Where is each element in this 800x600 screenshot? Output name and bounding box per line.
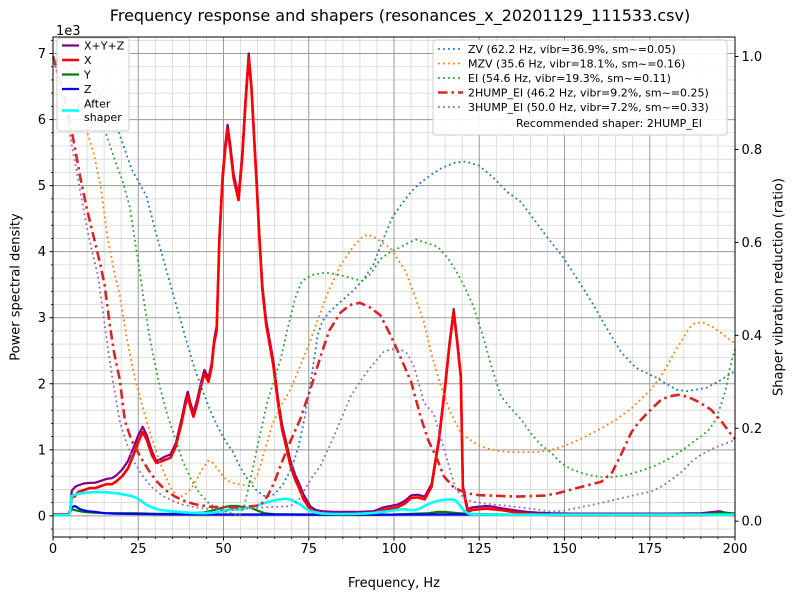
series-ei [52, 55, 736, 517]
series-mzv [52, 55, 736, 498]
legend-label-z: Z [84, 83, 92, 96]
svg-text:0.8: 0.8 [742, 143, 763, 158]
svg-text:0: 0 [49, 542, 57, 557]
legend-recommended-shaper: Recommended shaper: 2HUMP_EI [516, 117, 702, 130]
legend-label-3hump_ei: 3HUMP_EI (50.0 Hz, vibr=7.2%, sm~=0.33) [468, 101, 709, 114]
y-axis-offset-label: 1e3 [56, 24, 81, 39]
shaper-series [51, 55, 736, 517]
ticks [49, 39, 739, 541]
svg-text:100: 100 [382, 542, 407, 557]
svg-text:4: 4 [38, 245, 46, 260]
legend-label-after-shaper: shaper [84, 111, 122, 124]
svg-text:0.4: 0.4 [742, 329, 763, 344]
series-after-shaper [53, 490, 735, 517]
legend-label-2hump_ei: 2HUMP_EI (46.2 Hz, vibr=9.2%, sm~=0.25) [468, 87, 709, 100]
svg-text:0.6: 0.6 [742, 236, 763, 251]
y-tick-labels-right: 0.0 0.2 0.4 0.6 0.8 1.0 [742, 50, 763, 530]
legend-label-x-y-z: X+Y+Z [84, 40, 125, 53]
legend-label-x: X [84, 54, 92, 67]
x-tick-labels: 0 25 50 75 100 125 150 175 200 [49, 542, 748, 557]
legend-shapers: ZV (62.2 Hz, vibr=36.9%, sm~=0.05) MZV (3… [432, 39, 728, 136]
svg-text:75: 75 [300, 542, 317, 557]
svg-text:25: 25 [130, 542, 147, 557]
svg-text:50: 50 [215, 542, 232, 557]
svg-text:0: 0 [38, 509, 46, 524]
series-x [53, 56, 736, 517]
svg-text:175: 175 [637, 542, 662, 557]
svg-text:2: 2 [38, 377, 46, 392]
x-axis-label: Frequency, Hz [347, 576, 441, 591]
svg-text:0.0: 0.0 [742, 515, 763, 530]
svg-text:7: 7 [38, 47, 46, 62]
svg-text:125: 125 [467, 542, 492, 557]
chart-title: Frequency response and shapers (resonanc… [109, 6, 691, 25]
legend-label-zv: ZV (62.2 Hz, vibr=36.9%, sm~=0.05) [468, 43, 676, 56]
y-tick-labels-left: 0 1 2 3 4 5 6 7 [38, 47, 46, 524]
legend-label-y: Y [83, 69, 91, 82]
svg-text:150: 150 [552, 542, 577, 557]
svg-text:0.2: 0.2 [742, 422, 763, 437]
legend-label-mzv: MZV (35.6 Hz, vibr=18.1%, sm~=0.16) [468, 58, 685, 71]
svg-text:1: 1 [38, 443, 46, 458]
legend-label-after-shaper: After [84, 98, 111, 111]
svg-text:1.0: 1.0 [742, 50, 763, 65]
series-2hump-ei [51, 56, 736, 509]
series-zv [52, 55, 736, 498]
psd-series [53, 52, 736, 517]
series-3hump-ei [52, 56, 736, 513]
svg-text:6: 6 [38, 113, 46, 128]
legend-label-ei: EI (54.6 Hz, vibr=19.3%, sm~=0.11) [468, 72, 671, 85]
svg-text:5: 5 [38, 179, 46, 194]
svg-text:3: 3 [38, 311, 46, 326]
svg-text:200: 200 [723, 542, 748, 557]
